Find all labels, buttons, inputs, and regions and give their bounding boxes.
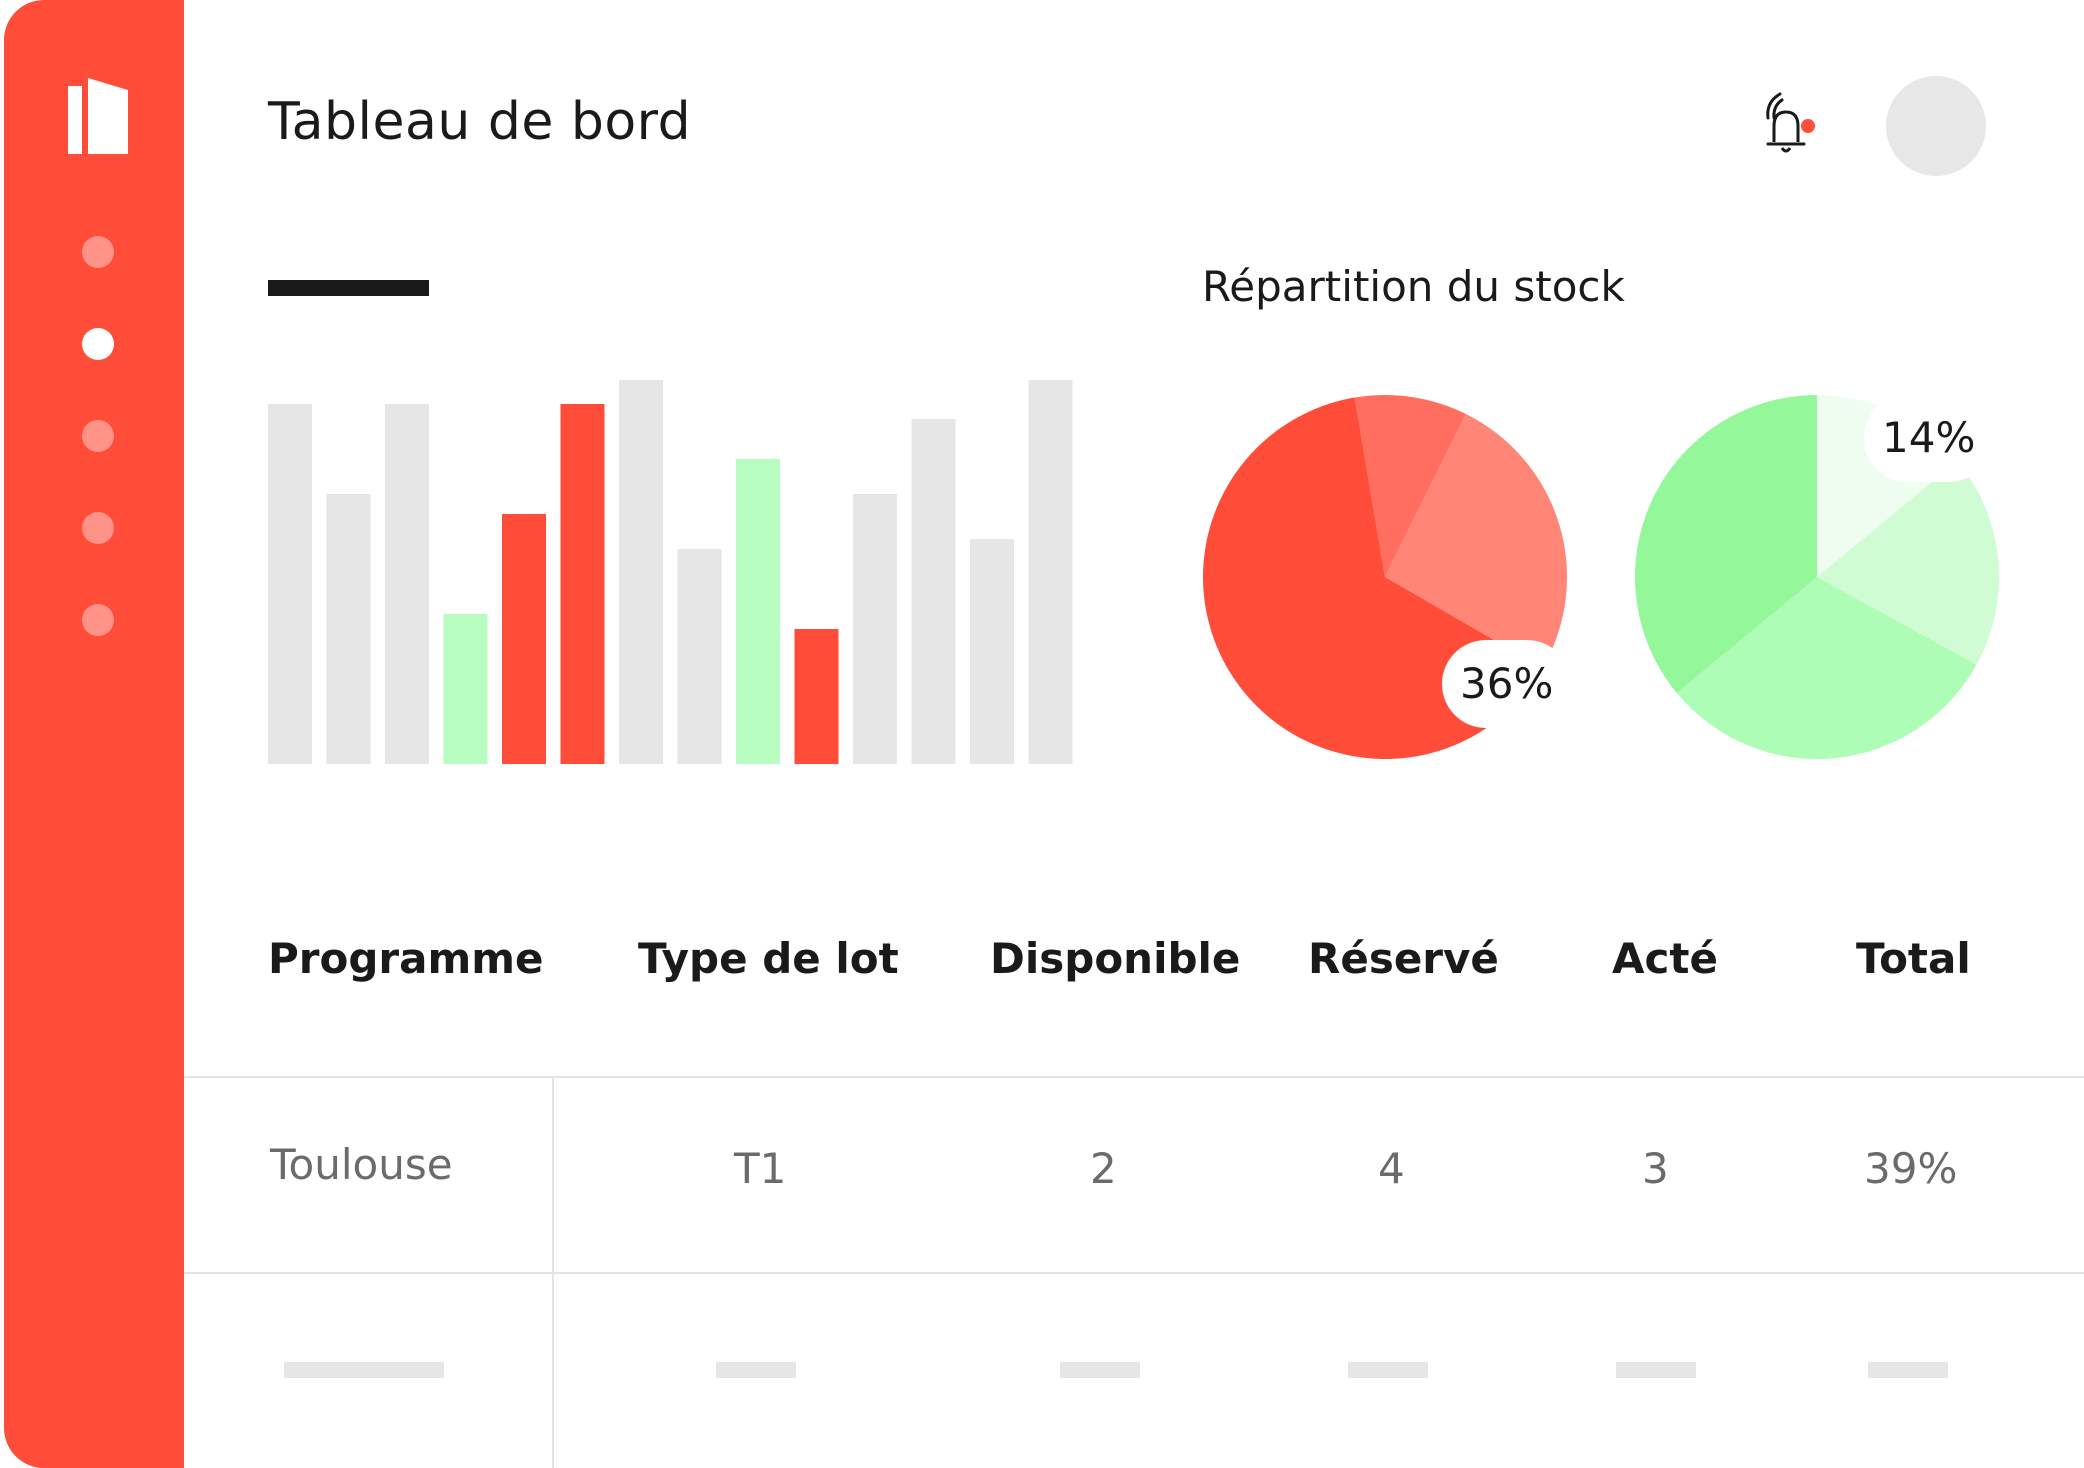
nav-dot-3[interactable] bbox=[82, 420, 114, 452]
bar-8 bbox=[677, 549, 722, 764]
bar-2 bbox=[326, 494, 371, 764]
green-pie-slice-4 bbox=[1635, 395, 1817, 694]
green-pie-slice-2 bbox=[1817, 460, 1999, 665]
green-pie-label: 14% bbox=[1864, 394, 1994, 482]
column-header-total[interactable]: Total bbox=[1856, 934, 1971, 983]
section-heading-placeholder bbox=[268, 280, 429, 296]
nav-dot-2[interactable] bbox=[82, 328, 114, 360]
bar-10 bbox=[794, 629, 839, 764]
avatar[interactable] bbox=[1886, 76, 1986, 176]
cell-placeholder bbox=[716, 1362, 796, 1378]
bar-3 bbox=[385, 404, 429, 764]
nav-dot-1[interactable] bbox=[82, 236, 114, 268]
bar-14 bbox=[1028, 380, 1073, 764]
bar-9 bbox=[736, 459, 780, 764]
cell-placeholder bbox=[1060, 1362, 1140, 1378]
bar-11 bbox=[853, 494, 897, 764]
column-header-programme[interactable]: Programme bbox=[268, 934, 544, 983]
bar-12 bbox=[911, 419, 956, 764]
bell-icon[interactable] bbox=[1752, 88, 1824, 160]
bar-1 bbox=[268, 404, 312, 764]
cell-placeholder bbox=[1348, 1362, 1428, 1378]
cell-programme: Toulouse bbox=[270, 1140, 453, 1189]
sidebar bbox=[4, 0, 184, 1468]
cell-acte: 3 bbox=[1642, 1144, 1669, 1193]
table-column-divider bbox=[552, 1076, 554, 1468]
bar-6 bbox=[560, 404, 605, 764]
bar-13 bbox=[970, 539, 1014, 764]
column-header-disponible[interactable]: Disponible bbox=[990, 934, 1241, 983]
cell-placeholder bbox=[284, 1362, 444, 1378]
cell-reserve: 4 bbox=[1378, 1144, 1405, 1193]
cell-disponible: 2 bbox=[1090, 1144, 1117, 1193]
cell-placeholder bbox=[1868, 1362, 1948, 1378]
building-logo-icon[interactable] bbox=[68, 78, 128, 154]
bar-7 bbox=[619, 380, 663, 764]
column-header-type-de-lot[interactable]: Type de lot bbox=[638, 934, 899, 983]
bar-4 bbox=[443, 614, 488, 764]
green-pie-slice-3 bbox=[1676, 577, 1977, 759]
column-header-reserve[interactable]: Réservé bbox=[1308, 934, 1499, 983]
nav-dot-5[interactable] bbox=[82, 604, 114, 636]
red-pie-slice-2 bbox=[1354, 395, 1466, 577]
pie-chart-title: Répartition du stock bbox=[1202, 262, 1625, 311]
table-divider bbox=[184, 1076, 2084, 1078]
column-header-acte[interactable]: Acté bbox=[1612, 934, 1718, 983]
nav-dot-4[interactable] bbox=[82, 512, 114, 544]
bar-chart bbox=[268, 380, 1073, 764]
cell-total: 39% bbox=[1864, 1144, 1958, 1193]
red-pie-label: 36% bbox=[1442, 640, 1572, 728]
cell-placeholder bbox=[1616, 1362, 1696, 1378]
bar-5 bbox=[502, 514, 546, 764]
cell-type-de-lot: T1 bbox=[734, 1144, 787, 1193]
table-divider bbox=[184, 1272, 2084, 1274]
red-pie-slice-3 bbox=[1385, 413, 1567, 668]
page-title: Tableau de bord bbox=[268, 92, 692, 152]
